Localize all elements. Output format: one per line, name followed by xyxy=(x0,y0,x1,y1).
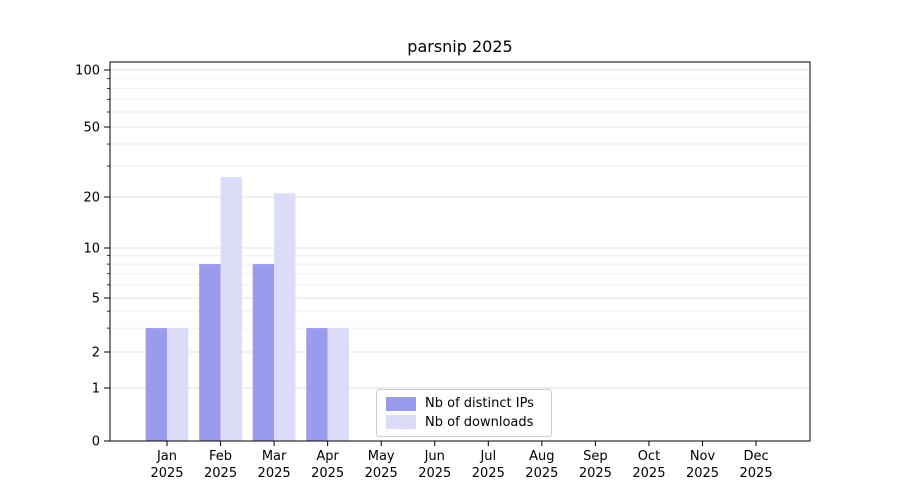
bar-distinct-ips-jan xyxy=(145,328,167,441)
y-tick-label-100: 100 xyxy=(75,64,100,79)
legend-label-distinct-ips: Nb of distinct IPs xyxy=(425,396,534,412)
x-tick-year-jul: 2025 xyxy=(472,466,505,481)
legend-swatch-distinct-ips xyxy=(386,396,416,411)
bar-distinct-ips-apr xyxy=(306,328,328,441)
x-tick-year-may: 2025 xyxy=(365,466,398,481)
x-tick-month-apr: Apr xyxy=(316,449,339,464)
x-tick-year-feb: 2025 xyxy=(204,466,237,481)
y-tick-label-0: 0 xyxy=(92,435,100,450)
y-tick-label-1: 1 xyxy=(92,382,100,397)
x-tick-month-feb: Feb xyxy=(209,449,232,464)
x-tick-month-jun: Jun xyxy=(424,449,445,464)
legend-item-distinct-ips: Nb of distinct IPs xyxy=(386,396,542,411)
bars xyxy=(145,176,350,441)
bar-distinct-ips-feb xyxy=(199,264,221,441)
x-tick-year-sep: 2025 xyxy=(579,466,612,481)
x-tick-year-jan: 2025 xyxy=(150,466,183,481)
y-tick-label-5: 5 xyxy=(92,292,100,307)
legend-item-downloads: Nb of downloads xyxy=(386,415,542,430)
bar-downloads-jan xyxy=(167,328,189,441)
x-tick-year-oct: 2025 xyxy=(632,466,665,481)
x-tick-year-nov: 2025 xyxy=(686,466,719,481)
x-tick-month-dec: Dec xyxy=(743,449,768,464)
y-tick-label-2: 2 xyxy=(92,346,100,361)
y-tick-label-10: 10 xyxy=(83,242,100,257)
x-tick-month-jul: Jul xyxy=(479,449,496,464)
x-tick-month-oct: Oct xyxy=(638,449,660,464)
legend-label-downloads: Nb of downloads xyxy=(425,414,534,430)
y-axis: 0 1 2 5 10 20 50 100 xyxy=(75,64,110,450)
plot-frame xyxy=(109,61,811,442)
x-tick-month-mar: Mar xyxy=(262,449,287,464)
x-tick-month-aug: Aug xyxy=(529,449,554,464)
x-tick-month-jan: Jan xyxy=(156,449,177,464)
x-tick-year-apr: 2025 xyxy=(311,466,344,481)
chart-title: parsnip 2025 xyxy=(407,37,513,56)
x-tick-year-aug: 2025 xyxy=(525,466,558,481)
legend-swatch-downloads xyxy=(386,415,416,430)
x-tick-month-sep: Sep xyxy=(583,449,608,464)
x-tick-year-dec: 2025 xyxy=(740,466,773,481)
y-tick-label-50: 50 xyxy=(83,121,100,136)
bar-downloads-mar xyxy=(274,193,296,441)
bar-downloads-apr xyxy=(327,328,350,441)
bar-downloads-feb xyxy=(220,176,242,441)
legend: Nb of distinct IPs Nb of downloads xyxy=(376,389,552,437)
x-tick-year-mar: 2025 xyxy=(258,466,291,481)
bar-distinct-ips-mar xyxy=(252,264,275,441)
x-tick-month-may: May xyxy=(368,449,395,464)
x-axis: Jan 2025 Feb 2025 Mar 2025 Apr 2025 May 2025 Jun 20… xyxy=(150,441,773,481)
x-tick-month-nov: Nov xyxy=(690,449,716,464)
y-tick-label-20: 20 xyxy=(83,191,100,206)
x-tick-year-jun: 2025 xyxy=(418,466,451,481)
